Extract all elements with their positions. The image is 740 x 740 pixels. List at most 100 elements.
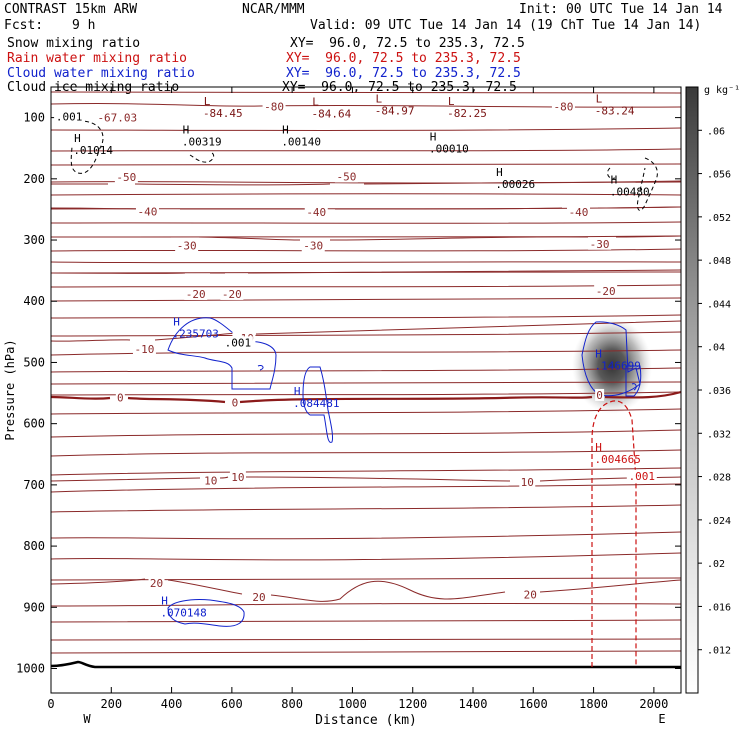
contour-value-label-bg xyxy=(626,469,657,482)
isotherm-label: -20 xyxy=(596,285,616,298)
colorbar-gradient xyxy=(685,86,699,694)
colorbar-tick-label: .06 xyxy=(707,126,725,137)
isotherm-label-bg xyxy=(595,388,605,401)
isotherm-10 xyxy=(50,476,682,482)
isotherm-label: -80 xyxy=(264,101,284,114)
y-tick-label: 600 xyxy=(23,417,45,431)
y-tick-label: 400 xyxy=(23,294,45,308)
cloud-ice-contour xyxy=(607,167,616,179)
contour-value-label: .001 xyxy=(225,336,252,349)
cloud-water-contour xyxy=(581,321,641,397)
isotherm-label-bg xyxy=(132,343,156,356)
extremum-value: .00480 xyxy=(610,186,650,199)
isotherm-label: 10 xyxy=(231,471,244,484)
isotherm-label: -20 xyxy=(222,288,242,301)
isotherm-label: -80 xyxy=(554,101,574,114)
extremum-value: .00140 xyxy=(281,136,321,149)
model-title: CONTRAST 15km ARW xyxy=(4,2,138,17)
valid-time: Valid: 09 UTC Tue 14 Jan 14 (19 ChT Tue … xyxy=(310,18,702,33)
isotherm-label: -30 xyxy=(590,238,610,251)
extremum-value: .084481 xyxy=(293,397,339,410)
cloud-water-contour xyxy=(625,365,642,397)
isotherm-label: 0 xyxy=(232,396,239,409)
extremum-marker: L xyxy=(376,92,383,105)
isotherm-label-bg xyxy=(551,100,575,113)
legend-rain-name: Rain water mixing ratio xyxy=(7,51,188,66)
extremum-value: .00319 xyxy=(182,136,222,149)
extremum-marker: H xyxy=(74,132,81,145)
isotherm-label-bg xyxy=(567,205,591,218)
x-tick-label: 1000 xyxy=(338,697,367,711)
extremum-marker: L xyxy=(448,95,455,108)
extremum-value: .004665 xyxy=(595,453,641,466)
isotherm-20 xyxy=(50,578,682,602)
y-tick-label: 500 xyxy=(23,355,45,369)
zero-degree-isotherm xyxy=(50,390,682,404)
isotherm-label: -50 xyxy=(116,171,136,184)
legend-cloud-water-name: Cloud water mixing ratio xyxy=(7,66,195,81)
isotherm xyxy=(50,531,682,540)
isotherm-label: 0 xyxy=(596,389,603,402)
contour-labels: -67.03 -80 -80 -50 -50 -40 -40 -40 -30 -30 -30 -20 -… xyxy=(54,92,657,619)
isotherm-label-bg xyxy=(304,205,328,218)
isotherm-label: 20 xyxy=(150,577,163,590)
isotherm xyxy=(50,391,682,396)
extremum-value: .070148 xyxy=(160,606,206,619)
x-right-end-label: E xyxy=(658,712,665,726)
extremum-value: -82.25 xyxy=(447,107,487,120)
cloud-ice-contours xyxy=(70,120,658,211)
isotherm xyxy=(50,408,682,415)
colorbar-tick-label: .024 xyxy=(707,516,731,527)
x-tick-label: 1600 xyxy=(519,697,548,711)
isotherm-label-bg xyxy=(594,284,618,297)
isotherm xyxy=(50,284,682,288)
isotherm-label-bg xyxy=(148,576,165,589)
y-tick-label: 900 xyxy=(23,600,45,614)
cloud-ice-contour xyxy=(637,157,658,211)
x-tick-label: 1400 xyxy=(459,697,488,711)
forecast-value: 9 h xyxy=(72,18,96,33)
isotherm-label: -20 xyxy=(186,288,206,301)
y-tick-label: 200 xyxy=(23,172,45,186)
legend-rain-xy: XY= 96.0, 72.5 to 235.3, 72.5 xyxy=(286,51,521,66)
isotherm-label: 0 xyxy=(117,391,124,404)
isotherm xyxy=(50,429,682,438)
extremum-value: .00010 xyxy=(429,142,469,155)
colorbar-tick-label: .04 xyxy=(707,343,725,354)
extremum-marker: H xyxy=(282,124,289,137)
extremum-marker: H xyxy=(430,130,437,143)
axes: 0 200 400 600 800 1000 1200 1400 1600 1800 2000100… xyxy=(16,87,681,711)
isotherm xyxy=(50,367,682,373)
isotherm xyxy=(50,619,682,623)
isotherm xyxy=(50,638,682,641)
x-tick-label: 400 xyxy=(161,697,183,711)
isotherm xyxy=(50,91,682,94)
colorbar-tick-label: .02 xyxy=(707,559,725,570)
extremum-value: .01014 xyxy=(73,144,113,157)
isotherm xyxy=(50,314,682,319)
extremum-marker: L xyxy=(596,92,603,105)
y-tick-label: 800 xyxy=(23,539,45,553)
rain-water-contour xyxy=(591,400,637,667)
x-tick-label: 1200 xyxy=(398,697,427,711)
isotherm-label: -40 xyxy=(569,206,589,219)
x-tick-label: 200 xyxy=(100,697,122,711)
colorbar-tick-label: .028 xyxy=(707,473,731,484)
extremum-marker: H xyxy=(595,441,602,454)
extremum-marker: H xyxy=(161,594,168,607)
shaded-maximum xyxy=(572,318,652,414)
isotherm-label-bg xyxy=(95,111,140,124)
plot-frame xyxy=(50,86,682,694)
isotherm xyxy=(50,602,682,607)
cloud-ice-contour xyxy=(189,152,215,163)
isotherm-label-bg xyxy=(114,171,138,184)
colorbar-tick-label: .056 xyxy=(707,170,731,181)
colorbar-tick-label: .036 xyxy=(707,386,731,397)
isotherm xyxy=(50,193,682,196)
isotherm-label-bg xyxy=(588,237,612,250)
isotherm-label-bg xyxy=(175,239,199,252)
y-tick-label: 100 xyxy=(23,111,45,125)
extremum-value: -84.97 xyxy=(375,104,415,117)
isotherm xyxy=(50,483,682,493)
colorbar-tick-label: .016 xyxy=(707,602,731,613)
